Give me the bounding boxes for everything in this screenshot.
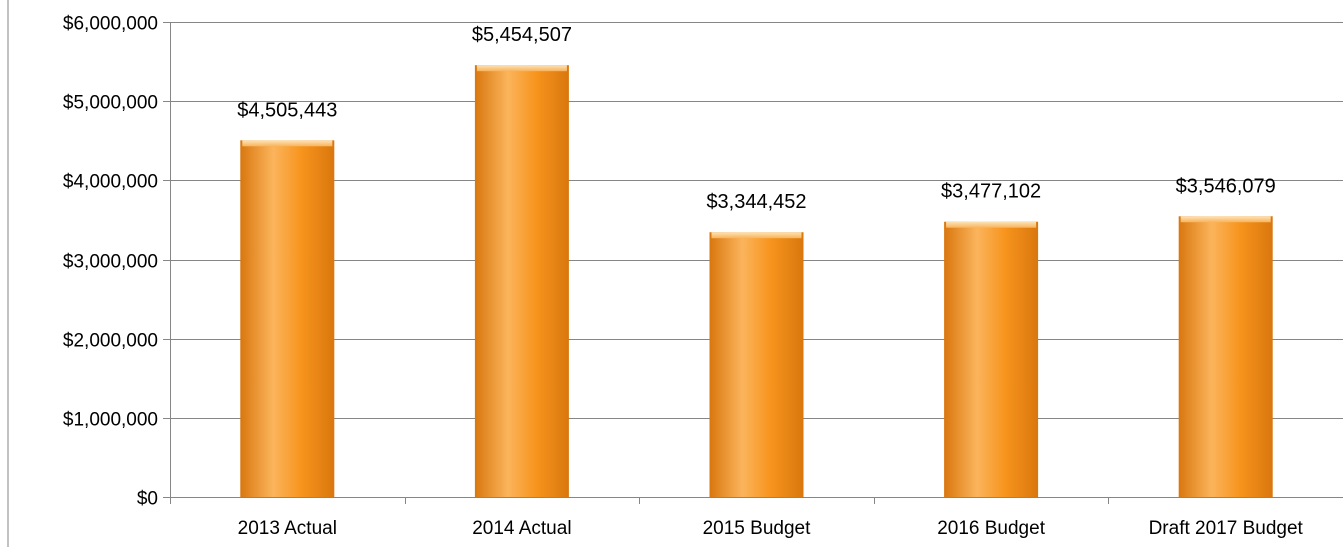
x-tick-label: 2014 Actual — [472, 518, 571, 539]
data-label: $4,505,443 — [237, 99, 337, 121]
x-tick-label: 2016 Budget — [937, 518, 1045, 539]
bar-cap — [711, 232, 802, 239]
bars — [240, 65, 1273, 498]
bar — [474, 65, 569, 497]
y-tick-label: $6,000,000 — [63, 14, 158, 35]
bar-cap — [946, 221, 1037, 228]
bar — [709, 232, 804, 497]
data-label: $3,344,452 — [706, 191, 806, 213]
x-tick-label: 2015 Budget — [703, 518, 811, 539]
bar-cap — [476, 65, 567, 72]
y-tick-label: $1,000,000 — [63, 410, 158, 431]
bar-cap — [242, 140, 333, 147]
y-tick-label: $3,000,000 — [63, 252, 158, 273]
y-tick-label: $2,000,000 — [63, 331, 158, 352]
x-tick-label: 2013 Actual — [238, 518, 337, 539]
x-tick-label: Draft 2017 Budget — [1149, 518, 1304, 539]
y-tick-label: $0 — [137, 489, 158, 510]
data-label: $3,546,079 — [1176, 175, 1276, 197]
bar-cap — [1180, 216, 1271, 223]
data-label: $3,477,102 — [941, 181, 1041, 203]
y-tick-label: $4,000,000 — [63, 172, 158, 193]
y-tick-label: $5,000,000 — [63, 93, 158, 114]
labels: $0 $1,000,000 $2,000,000 $3,000,000 $4,000,0… — [63, 14, 1304, 540]
bar — [944, 221, 1039, 497]
bar — [240, 140, 335, 497]
data-label: $5,454,507 — [472, 24, 572, 46]
bar — [1178, 216, 1273, 498]
axes — [163, 22, 1343, 504]
